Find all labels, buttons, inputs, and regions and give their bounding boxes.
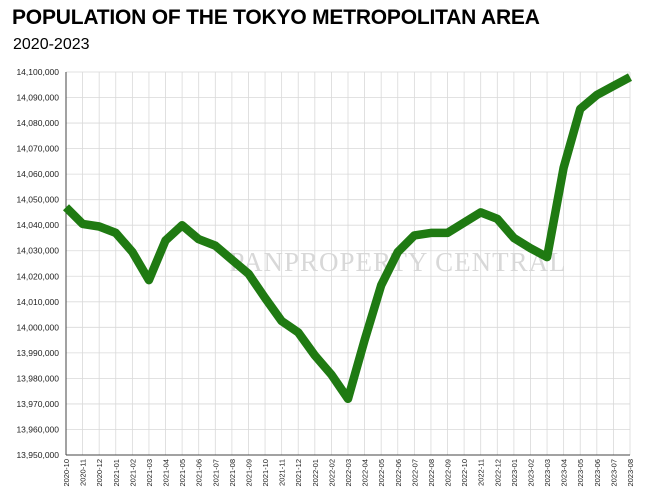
x-tick-label: 2020-12 [95,459,104,487]
y-tick-label: 13,970,000 [16,399,59,409]
x-tick-label: 2022-11 [477,459,486,486]
series-layer [62,73,633,404]
x-tick-label: 2021-05 [178,459,187,487]
y-tick-label: 14,050,000 [16,195,59,205]
y-tick-label: 13,990,000 [16,348,59,358]
y-tick-label: 14,010,000 [16,297,59,307]
x-tick-label: 2021-01 [112,459,121,487]
y-tick-label: 14,060,000 [16,169,59,179]
x-tick-label: 2021-11 [278,459,287,486]
x-tick-label: 2021-07 [211,459,220,487]
x-tick-label: 2023-03 [543,459,552,487]
x-tick-label: 2023-02 [526,459,535,487]
x-tick-label: 2023-01 [510,459,519,487]
x-tick-label: 2022-10 [460,459,469,487]
x-tick-label: 2022-07 [410,459,419,487]
y-tick-label: 14,100,000 [16,67,59,77]
x-axis-ticks: 2020-10 2020-11 2020-12 2021-01 2021-02 2021-… [62,459,635,487]
chart-subtitle: 2020-2023 [13,36,90,53]
x-tick-label: 2022-03 [344,459,353,487]
x-tick-label: 2021-09 [244,459,253,487]
x-tick-label: 2022-05 [377,459,386,487]
x-tick-label: 2022-02 [327,459,336,487]
chart-title: POPULATION OF THE TOKYO METROPOLITAN ARE… [12,6,540,29]
y-tick-label: 14,090,000 [16,93,59,103]
x-tick-label: 2021-02 [128,459,137,487]
gridlines [65,71,631,456]
x-tick-label: 2021-08 [228,459,237,487]
y-tick-label: 13,950,000 [16,450,59,460]
x-tick-label: 2022-08 [427,459,436,487]
y-tick-label: 14,070,000 [16,144,59,154]
x-tick-label: 2021-12 [294,459,303,487]
x-tick-label: 2022-04 [361,459,370,487]
x-tick-label: 2023-06 [593,459,602,487]
x-tick-label: 2022-06 [394,459,403,487]
y-tick-label: 14,020,000 [16,271,59,281]
x-tick-label: 2023-04 [560,459,569,487]
x-tick-label: 2023-08 [626,459,635,487]
y-tick-label: 13,960,000 [16,424,59,434]
x-tick-label: 2022-12 [493,459,502,487]
x-tick-label: 2021-10 [261,459,270,487]
y-tick-label: 14,030,000 [16,246,59,256]
x-tick-label: 2023-05 [576,459,585,487]
y-tick-label: 13,980,000 [16,373,59,383]
axes [65,72,630,456]
y-axis-ticks: 13,950,000 13,960,000 13,970,000 13,980,000… [16,67,59,460]
y-tick-label: 14,040,000 [16,220,59,230]
x-tick-label: 2020-10 [62,459,71,487]
x-tick-label: 2023-07 [609,459,618,487]
x-tick-label: 2021-04 [162,459,171,487]
x-tick-label: 2020-11 [79,459,88,486]
x-tick-label: 2021-03 [145,459,154,487]
x-tick-label: 2022-01 [311,459,320,487]
y-tick-label: 14,000,000 [16,322,59,332]
x-tick-label: 2022-09 [444,459,453,487]
x-tick-label: 2021-06 [195,459,204,487]
y-tick-label: 14,080,000 [16,118,59,128]
